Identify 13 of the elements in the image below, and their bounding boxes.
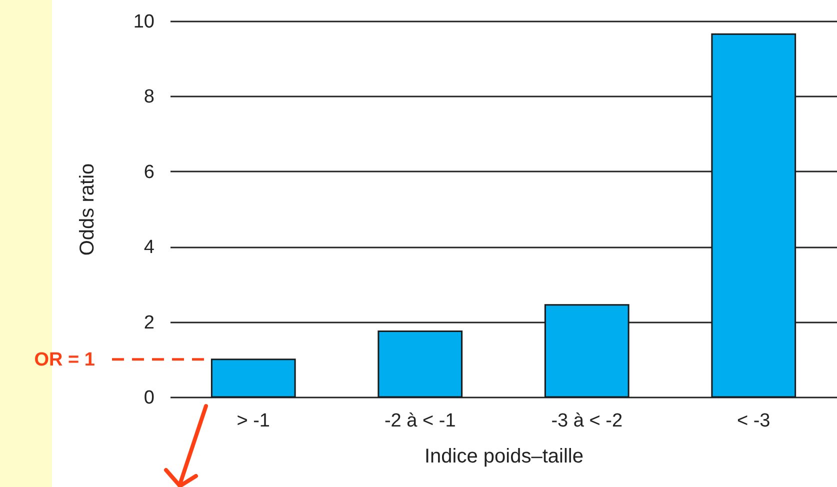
x-tick-label: -3 à < -2	[551, 410, 623, 432]
y-tick-label: 2	[144, 312, 154, 334]
y-tick-label: 10	[133, 12, 154, 32]
y-tick-label: 4	[144, 237, 155, 258]
y-axis-title: Odds ratio	[76, 163, 98, 256]
x-tick-label: < -3	[736, 410, 770, 432]
x-tick-label: -2 à < -1	[384, 410, 456, 432]
ref-line-label: OR = 1	[34, 349, 96, 370]
y-tick-label: 8	[144, 86, 154, 108]
y-tick-label: 6	[144, 162, 154, 183]
y-tick-label: 0	[144, 388, 154, 408]
x-tick-label: > -1	[236, 410, 270, 432]
x-axis-title: Indice poids–taille	[424, 446, 584, 468]
